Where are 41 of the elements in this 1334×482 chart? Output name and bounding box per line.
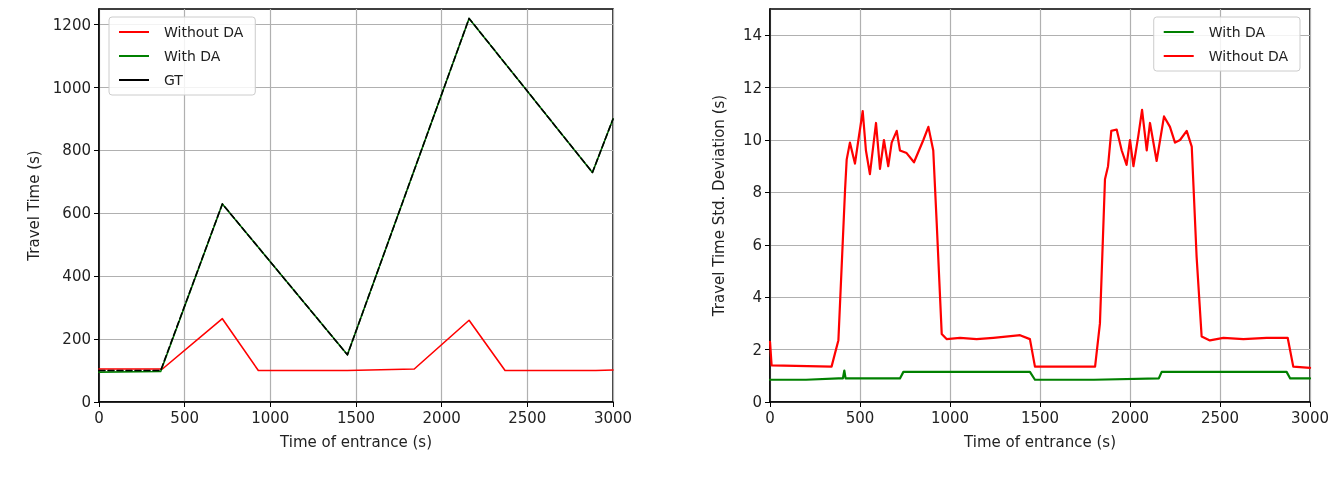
x-tick-label: 3000	[593, 408, 633, 427]
x-tick-label: 1000	[930, 408, 970, 427]
y-tick-label: 8	[752, 183, 762, 202]
x-tick-label: 500	[170, 408, 199, 427]
y-tick-label: 6	[752, 235, 762, 254]
y-tick-label: 2	[752, 340, 762, 359]
x-tick-label: 500	[845, 408, 875, 427]
y-tick-label: 14	[742, 26, 762, 45]
legend-label: With DA	[1208, 24, 1266, 40]
y-tick-label: 800	[62, 141, 91, 160]
x-tick-label: 1000	[251, 408, 290, 427]
x-tick-label: 0	[94, 408, 104, 427]
x-tick-label: 1500	[1020, 408, 1060, 427]
legend-label: Without DA	[164, 24, 244, 40]
line-series	[768, 369, 1312, 381]
y-tick-label: 600	[62, 204, 91, 223]
legend-label: GT	[164, 72, 184, 88]
y-tick-label: 12	[742, 78, 762, 97]
y-tick-label: 0	[752, 393, 762, 411]
x-tick-label: 3000	[1290, 408, 1330, 427]
x-tick-label: 2000	[1110, 408, 1150, 427]
y-tick-label: 1000	[52, 78, 91, 97]
x-axis-title: Time of entrance (s)	[279, 432, 432, 451]
y-axis-title: Travel Time Std. Deviation (s)	[709, 94, 728, 318]
y-tick-label: 4	[752, 288, 762, 307]
x-axis-title: Time of entrance (s)	[963, 432, 1116, 451]
y-tick-label: 0	[81, 393, 91, 411]
line-series	[98, 317, 614, 372]
legend-label: With DA	[164, 48, 221, 64]
x-tick-label: 2500	[1200, 408, 1240, 427]
y-tick-label: 1200	[52, 15, 91, 34]
y-axis-title: Travel Time (s)	[24, 150, 43, 262]
x-tick-label: 1500	[336, 408, 376, 427]
line-series	[768, 108, 1312, 370]
x-tick-label: 0	[765, 408, 775, 427]
y-tick-label: 400	[62, 267, 91, 286]
y-tick-label: 10	[742, 131, 762, 149]
x-tick-label: 2500	[508, 408, 547, 427]
x-tick-label: 2000	[422, 408, 461, 427]
y-tick-label: 200	[62, 330, 91, 349]
legend-label: Without DA	[1208, 48, 1289, 64]
